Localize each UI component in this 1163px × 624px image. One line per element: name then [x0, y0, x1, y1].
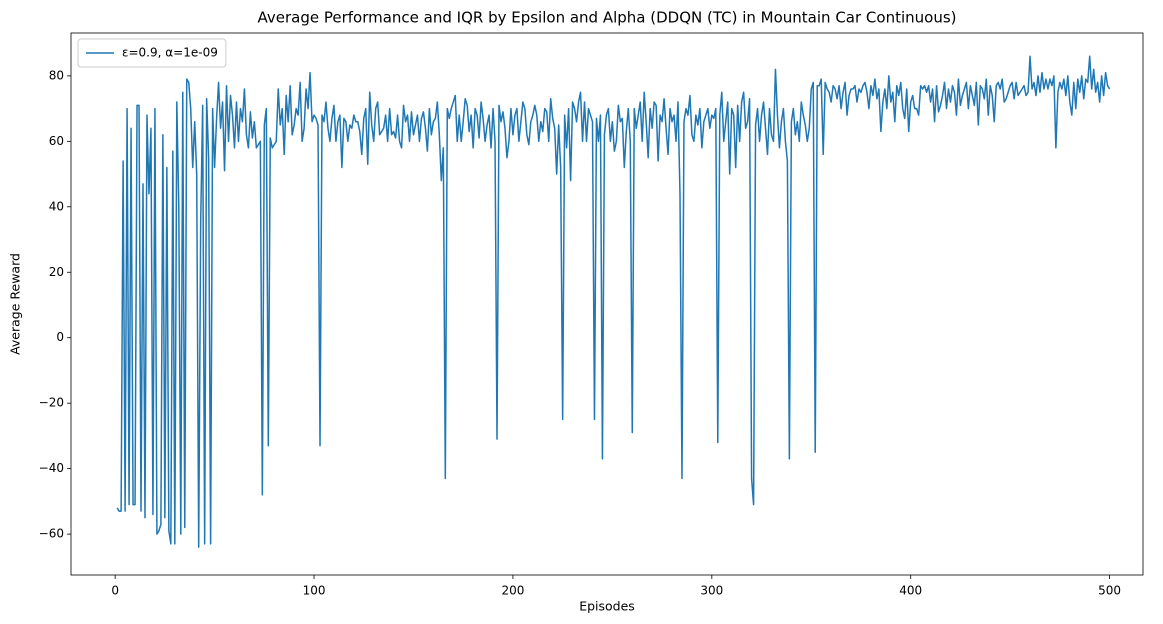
y-tick-label: 20: [49, 265, 64, 279]
x-tick-label: 300: [700, 584, 723, 598]
y-tick-label: 80: [49, 68, 64, 82]
x-tick-label: 400: [899, 584, 922, 598]
x-tick-label: 0: [111, 584, 119, 598]
y-tick-label: 60: [49, 134, 64, 148]
y-tick-label: −40: [39, 461, 64, 475]
y-tick-label: 0: [56, 330, 64, 344]
y-tick-label: 40: [49, 199, 64, 213]
y-tick-label: −60: [39, 527, 64, 541]
legend-label: ε=0.9, α=1e-09: [122, 46, 218, 60]
legend: ε=0.9, α=1e-09: [77, 38, 227, 68]
x-tick-label: 500: [1098, 584, 1121, 598]
x-axis-label: Episodes: [579, 599, 635, 614]
chart-title: Average Performance and IQR by Epsilon a…: [257, 9, 956, 27]
y-tick-label: −20: [39, 396, 64, 410]
data-line: [116, 55, 1111, 548]
legend-box: [77, 38, 227, 68]
plot-frame: [70, 32, 1144, 576]
y-axis-label: Average Reward: [8, 253, 23, 355]
x-tick-label: 100: [303, 584, 326, 598]
x-tick-label: 200: [501, 584, 524, 598]
